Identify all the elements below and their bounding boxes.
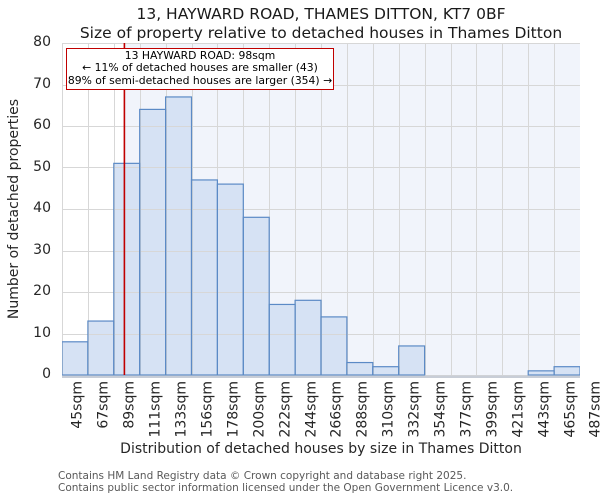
histogram-bar: [346, 362, 373, 375]
x-tick-label: 156sqm: [199, 381, 216, 438]
histogram-bar: [165, 96, 192, 375]
annotation-property-size: 13 HAYWARD ROAD: 98sqm: [124, 49, 276, 62]
histogram-bar: [321, 316, 347, 375]
annotation-smaller-stat: ← 11% of detached houses are smaller (43…: [82, 61, 318, 75]
y-tick-label: 60: [33, 117, 51, 133]
y-tick-label: 70: [33, 75, 51, 92]
y-tick-label: 40: [33, 200, 51, 216]
annotation-box: 13 HAYWARD ROAD: 98sqm ← 11% of detached…: [66, 48, 334, 90]
histogram-bar: [87, 321, 114, 375]
annotation-larger-stat: 89% of semi-detached houses are larger (…: [67, 73, 333, 87]
histogram-bar: [217, 184, 244, 375]
histogram-bar: [113, 163, 140, 375]
x-tick-label: 178sqm: [225, 381, 242, 438]
y-tick-label: 20: [33, 283, 51, 299]
x-axis-label: Distribution of detached houses by size …: [120, 441, 522, 457]
histogram-bar-outline: [242, 216, 270, 376]
x-tick-label: 310sqm: [380, 381, 397, 438]
y-tick-label: 10: [33, 324, 51, 341]
y-tick-label: 50: [33, 158, 51, 175]
histogram-bar-outline: [398, 345, 426, 376]
histogram-plot: [62, 43, 580, 378]
histogram-bar: [139, 109, 166, 376]
chart-subtitle: Size of property relative to detached ho…: [79, 24, 563, 42]
x-tick-label: 111sqm: [147, 381, 164, 438]
histogram-bar: [62, 341, 88, 375]
x-tick-label: 443sqm: [536, 381, 553, 438]
histogram-bar: [295, 300, 321, 375]
y-tick-label: 0: [42, 366, 51, 382]
x-tick-label: 421sqm: [510, 381, 527, 438]
histogram-bar: [269, 304, 296, 375]
x-tick-label: 266sqm: [329, 381, 345, 438]
x-tick-label: 133sqm: [173, 381, 190, 438]
histogram-bar: [191, 179, 218, 375]
x-tick-label: 332sqm: [406, 381, 423, 438]
x-tick-label: 288sqm: [354, 381, 371, 438]
histogram-bar: [528, 370, 555, 375]
x-tick-label: 45sqm: [70, 381, 86, 429]
histogram-bar: [372, 366, 399, 375]
attribution-footer: Contains HM Land Registry data © Crown c…: [58, 470, 514, 494]
x-tick-label: 465sqm: [562, 381, 579, 438]
y-tick-label: 80: [33, 34, 51, 50]
x-tick-label: 67sqm: [95, 381, 112, 429]
y-tick-label: 30: [33, 241, 51, 258]
chart-title: 13, HAYWARD ROAD, THAMES DITTON, KT7 0BF: [136, 5, 506, 23]
x-axis-line: [62, 375, 580, 378]
x-tick-label: 222sqm: [277, 381, 294, 438]
histogram-bar: [398, 345, 425, 375]
histogram-bar-outline: [320, 316, 348, 376]
x-tick-label: 89sqm: [121, 381, 138, 429]
histogram-bar: [554, 366, 580, 375]
histogram-bar: [243, 217, 270, 375]
x-tick-label: 354sqm: [432, 381, 449, 438]
footer-line-ogl: Contains public sector information licen…: [58, 481, 514, 494]
x-tick-label: 200sqm: [251, 381, 268, 438]
histogram-bar-outline: [553, 366, 580, 376]
x-tick-label: 377sqm: [458, 381, 475, 438]
x-tick-label: 244sqm: [303, 381, 320, 438]
x-tick-label: 399sqm: [484, 381, 501, 438]
footer-line-hmlr: Contains HM Land Registry data © Crown c…: [58, 470, 467, 482]
x-tick-label: 487sqm: [588, 381, 600, 438]
